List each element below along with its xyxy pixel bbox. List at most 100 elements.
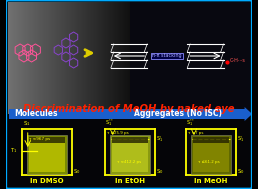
Bar — [122, 2, 123, 114]
Bar — [93, 2, 94, 114]
Bar — [75, 2, 76, 114]
Bar — [114, 2, 115, 114]
Bar — [68, 2, 69, 114]
Bar — [18, 2, 19, 114]
Bar — [19, 2, 20, 114]
Text: S$_1^{**}$: S$_1^{**}$ — [186, 117, 195, 128]
Bar — [111, 2, 112, 114]
Bar — [108, 2, 109, 114]
Bar — [95, 2, 96, 114]
Bar — [33, 2, 34, 114]
Bar — [67, 2, 68, 114]
Bar — [31, 2, 32, 114]
Bar — [116, 2, 117, 114]
Bar — [58, 2, 59, 114]
Bar — [112, 137, 148, 172]
Bar — [25, 2, 26, 114]
Text: Aggregates (No ISC): Aggregates (No ISC) — [134, 109, 222, 119]
Bar — [13, 2, 14, 114]
Bar — [126, 2, 127, 114]
Bar — [123, 2, 124, 114]
Bar — [84, 2, 85, 114]
Bar — [38, 2, 39, 114]
Bar — [78, 2, 79, 114]
Bar — [127, 2, 128, 114]
Bar — [90, 2, 91, 114]
Bar — [110, 135, 150, 174]
Bar — [55, 2, 56, 114]
Bar — [77, 2, 78, 114]
Text: Molecules: Molecules — [15, 109, 58, 119]
Bar — [51, 2, 52, 114]
Bar — [98, 2, 99, 114]
Text: τ ≤61.2 ps: τ ≤61.2 ps — [198, 160, 220, 164]
Bar — [10, 2, 11, 114]
Bar — [128, 2, 129, 114]
Bar — [83, 2, 84, 114]
Bar — [69, 2, 70, 114]
Bar — [37, 2, 38, 114]
Bar — [118, 2, 119, 114]
Bar — [39, 2, 41, 114]
Text: S$_1'$: S$_1'$ — [237, 134, 244, 144]
Bar — [15, 2, 16, 114]
Bar — [130, 2, 250, 114]
Bar — [106, 2, 107, 114]
Bar — [29, 137, 65, 143]
Bar — [34, 2, 35, 114]
Bar — [193, 137, 229, 143]
Bar — [27, 135, 67, 174]
Bar — [61, 2, 62, 114]
Bar — [66, 2, 67, 114]
Bar — [115, 2, 116, 114]
Bar — [29, 2, 30, 114]
Text: In EtOH: In EtOH — [115, 178, 145, 184]
Bar — [41, 2, 42, 114]
Bar — [22, 2, 23, 114]
Bar — [79, 2, 80, 114]
Bar — [102, 2, 103, 114]
Bar — [43, 2, 45, 114]
Bar — [46, 2, 47, 114]
Bar — [129, 2, 130, 114]
Bar — [26, 2, 27, 114]
Bar — [74, 2, 75, 114]
Bar — [113, 2, 114, 114]
Bar — [45, 2, 46, 114]
Bar — [59, 2, 60, 114]
Bar — [120, 2, 121, 114]
Bar — [85, 2, 86, 114]
Bar — [112, 137, 148, 143]
Text: In MeOH: In MeOH — [195, 178, 228, 184]
Text: τ ≤25.9 ps: τ ≤25.9 ps — [107, 131, 129, 135]
Bar — [63, 2, 64, 114]
Bar — [82, 2, 83, 114]
Bar — [12, 2, 13, 114]
Bar — [11, 2, 12, 114]
Bar — [62, 2, 63, 114]
Bar — [73, 2, 74, 114]
Bar — [101, 2, 102, 114]
Bar — [30, 2, 31, 114]
Bar — [91, 2, 92, 114]
Text: C-H···s: C-H···s — [230, 59, 246, 64]
Bar — [20, 2, 21, 114]
Bar — [50, 2, 51, 114]
Bar — [191, 135, 231, 174]
Bar — [8, 2, 9, 114]
Bar — [112, 2, 113, 114]
Bar — [32, 2, 33, 114]
Bar — [96, 2, 98, 114]
Text: π-π stacking: π-π stacking — [152, 53, 182, 59]
Bar — [125, 2, 126, 114]
Bar — [99, 2, 100, 114]
Bar — [44, 2, 45, 114]
Bar — [42, 2, 44, 114]
Bar — [49, 2, 50, 114]
Bar — [71, 2, 72, 114]
Text: τ ≈967 ps: τ ≈967 ps — [29, 137, 50, 141]
Bar — [29, 137, 65, 172]
Bar — [9, 2, 10, 114]
Bar — [9, 109, 245, 119]
Text: S$_1^{**}$: S$_1^{**}$ — [105, 117, 114, 128]
